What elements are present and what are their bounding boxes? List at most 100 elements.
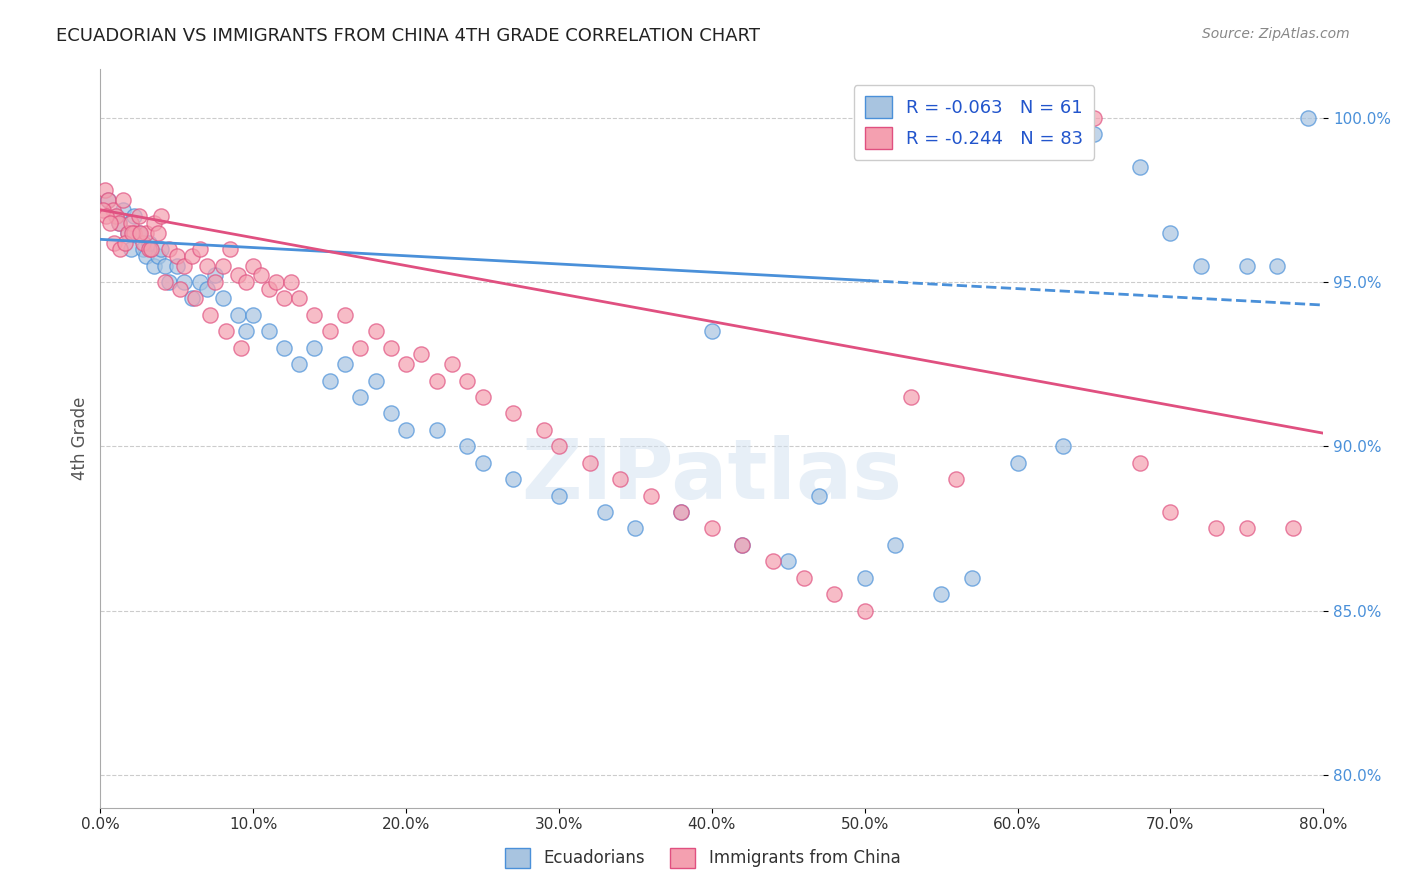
Point	[122, 226, 145, 240]
Point	[1205, 521, 1227, 535]
Point	[173, 259, 195, 273]
Point	[132, 242, 155, 256]
Point	[184, 292, 207, 306]
Point	[411, 347, 433, 361]
Point	[128, 226, 150, 240]
Point	[349, 390, 371, 404]
Y-axis label: 4th Grade: 4th Grade	[72, 396, 89, 480]
Point	[104, 210, 127, 224]
Point	[120, 242, 142, 256]
Point	[333, 357, 356, 371]
Point	[823, 587, 845, 601]
Point	[96, 210, 118, 224]
Point	[318, 374, 340, 388]
Point	[640, 489, 662, 503]
Point	[280, 275, 302, 289]
Point	[97, 193, 120, 207]
Point	[456, 439, 478, 453]
Point	[807, 489, 830, 503]
Point	[456, 374, 478, 388]
Point	[148, 249, 170, 263]
Point	[139, 242, 162, 256]
Point	[426, 423, 449, 437]
Point	[93, 202, 115, 217]
Point	[166, 259, 188, 273]
Point	[112, 202, 135, 217]
Point	[1159, 505, 1181, 519]
Point	[671, 505, 693, 519]
Point	[1007, 456, 1029, 470]
Point	[181, 249, 204, 263]
Point	[288, 292, 311, 306]
Point	[731, 538, 754, 552]
Point	[1129, 456, 1152, 470]
Point	[257, 282, 280, 296]
Point	[166, 249, 188, 263]
Text: Source: ZipAtlas.com: Source: ZipAtlas.com	[1202, 27, 1350, 41]
Point	[235, 275, 257, 289]
Point	[128, 210, 150, 224]
Point	[1281, 521, 1303, 535]
Point	[1083, 127, 1105, 141]
Legend: Ecuadorians, Immigrants from China: Ecuadorians, Immigrants from China	[499, 841, 907, 875]
Point	[304, 308, 326, 322]
Point	[578, 456, 600, 470]
Point	[1236, 259, 1258, 273]
Point	[1083, 111, 1105, 125]
Point	[250, 268, 273, 283]
Point	[1052, 439, 1074, 453]
Point	[94, 183, 117, 197]
Point	[548, 439, 571, 453]
Point	[235, 324, 257, 338]
Point	[1189, 259, 1212, 273]
Point	[778, 554, 800, 568]
Point	[112, 193, 135, 207]
Point	[731, 538, 754, 552]
Point	[853, 571, 876, 585]
Point	[700, 324, 723, 338]
Point	[853, 603, 876, 617]
Point	[593, 505, 616, 519]
Point	[157, 242, 180, 256]
Point	[211, 292, 233, 306]
Point	[304, 341, 326, 355]
Point	[884, 538, 907, 552]
Point	[195, 259, 218, 273]
Point	[762, 554, 785, 568]
Point	[1007, 127, 1029, 141]
Point	[793, 571, 815, 585]
Point	[153, 275, 176, 289]
Point	[142, 259, 165, 273]
Point	[273, 341, 295, 355]
Point	[110, 242, 132, 256]
Point	[117, 226, 139, 240]
Text: ZIPatlas: ZIPatlas	[522, 434, 903, 516]
Point	[129, 226, 152, 240]
Point	[333, 308, 356, 322]
Point	[135, 249, 157, 263]
Point	[960, 571, 983, 585]
Point	[107, 216, 129, 230]
Point	[103, 235, 125, 250]
Point	[150, 242, 173, 256]
Point	[157, 275, 180, 289]
Point	[700, 521, 723, 535]
Point	[219, 242, 242, 256]
Point	[502, 407, 524, 421]
Point	[440, 357, 463, 371]
Point	[242, 308, 264, 322]
Point	[200, 308, 222, 322]
Point	[195, 282, 218, 296]
Point	[104, 210, 127, 224]
Point	[211, 259, 233, 273]
Point	[533, 423, 555, 437]
Point	[204, 268, 226, 283]
Point	[380, 341, 402, 355]
Point	[122, 210, 145, 224]
Point	[502, 472, 524, 486]
Point	[1236, 521, 1258, 535]
Point	[364, 324, 387, 338]
Point	[98, 216, 121, 230]
Point	[624, 521, 647, 535]
Point	[169, 282, 191, 296]
